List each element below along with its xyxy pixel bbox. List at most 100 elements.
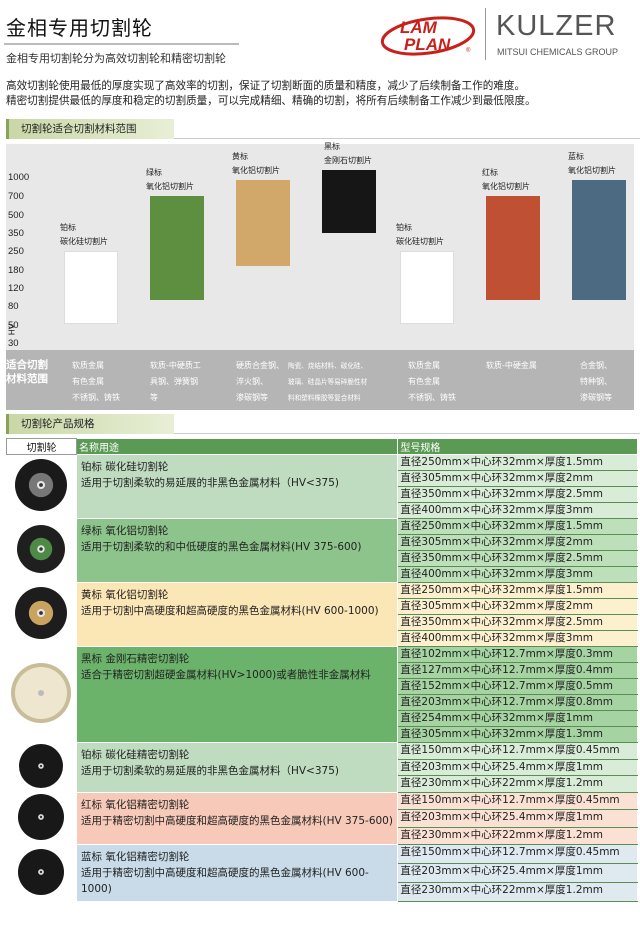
spec-size: 直径254mm×中心环32mm×厚度1mm: [397, 710, 638, 727]
spec-size: 直径203mm×中心环12.7mm×厚度0.8mm: [397, 694, 638, 711]
spec-size: 直径230mm×中心环22mm×厚度1.2mm: [397, 826, 638, 846]
table-row: 黄标 氧化铝切割轮 适用于切割中高硬度和超高硬度的黑色金属材料(HV 600-10…: [6, 582, 638, 647]
table-row: 直径203mm×中心环25.4mm×厚度1mm: [7, 863, 638, 883]
product-name: 蓝标 氧化铝精密切割轮: [80, 851, 190, 863]
y-tick-label: 500: [8, 210, 24, 221]
spec-size: 直径305mm×中心环32mm×厚度2mm: [397, 470, 638, 487]
chart-bar: [236, 180, 290, 266]
y-axis-title: HV: [7, 323, 17, 336]
section-header-line: [174, 414, 640, 434]
material-range-line: 合金钢、: [580, 361, 612, 370]
spec-size: 直径400mm×中心环32mm×厚度3mm: [397, 502, 638, 519]
chart-bar: [572, 180, 626, 300]
bar-label-line: 黑标: [324, 142, 340, 151]
spec-size: 直径350mm×中心环32mm×厚度2.5mm: [397, 550, 638, 567]
page-title: 金相专用切割轮: [6, 16, 153, 40]
spec-size: 直径350mm×中心环32mm×厚度2.5mm: [397, 614, 638, 631]
table-row: 直径305mm×中心环32mm×厚度2mm: [7, 534, 638, 551]
bar-label-line: 氧化铝切割片: [568, 166, 616, 175]
spec-size: 直径203mm×中心环25.4mm×厚度1mm: [397, 758, 638, 777]
spec-size: 直径350mm×中心环32mm×厚度2.5mm: [397, 486, 638, 503]
y-tick-label: 1000: [8, 172, 30, 183]
material-range: 软质-中硬质工 具钢、弹簧钢等: [150, 358, 201, 406]
bar-label: 铂标 碳化硅切割片: [396, 221, 444, 249]
section-header-range: 切割轮适合切割材料范围: [6, 119, 174, 139]
mitsui-tagline: MITSUI CHEMICALS GROUP: [497, 47, 619, 57]
table-row: 直径230mm×中心环22mm×厚度1.2mm: [7, 826, 638, 846]
bar-label-line: 氧化铝切割片: [146, 182, 194, 191]
col-header-spec: 型号规格: [397, 438, 638, 455]
wheel-image: [6, 582, 77, 647]
material-range-line: 特种钢、: [580, 377, 612, 386]
table-row: 蓝标 氧化铝精密切割轮 适用于精密切割中高硬度和超高硬度的黑色金属材料(HV 60…: [6, 844, 638, 902]
bar-label-line: 黄标: [232, 152, 248, 161]
material-range-line: 陶瓷、烧结材料、碳化硅、: [288, 362, 368, 370]
section-header-spec: 切割轮产品规格: [6, 414, 174, 434]
cutting-wheel-icon: [14, 459, 68, 515]
table-row: 直径152mm×中心环12.7mm×厚度0.5mm: [7, 678, 638, 695]
material-range: 陶瓷、烧结材料、碳化硅、 玻璃、硅晶片等易碎脆性材 料和塑料橡胶等复合材料: [288, 358, 367, 406]
section-header-line: [174, 119, 640, 139]
page-subtitle: 金相专用切割轮分为高效切割轮和精密切割轮: [6, 52, 226, 65]
table-row: 直径350mm×中心环32mm×厚度2.5mm: [7, 486, 638, 503]
logo-divider: [485, 8, 486, 60]
material-range-line: 有色金属: [408, 377, 440, 386]
material-range-line: 淬火钢、: [236, 377, 268, 386]
product-use: 适合于精密切割超硬金属材料(HV>1000)或者脆性非金属材料: [80, 669, 371, 681]
spec-size: 直径250mm×中心环32mm×厚度1.5mm: [397, 582, 638, 599]
material-range: 硬质合金钢、 淬火钢、 渗碳钢等: [236, 358, 284, 406]
lamplan-logo-bottom: PLAN: [404, 35, 451, 54]
spec-size: 直径230mm×中心环22mm×厚度1.2mm: [397, 775, 638, 793]
bar-label-line: 氧化铝切割片: [232, 166, 280, 175]
material-range-line: 渗碳钢等: [580, 393, 612, 402]
kulzer-logo: KULZER: [496, 10, 617, 42]
chart-bar: [64, 251, 118, 324]
material-range: 软质金属 有色金属 不锈钢、铸铁: [72, 358, 120, 406]
y-tick-label: 120: [8, 283, 24, 294]
col-header-wheel: 切割轮: [6, 438, 77, 455]
product-name: 黑标 金刚石精密切割轮: [80, 653, 190, 665]
lamplan-logo: LAM PLAN ®: [380, 16, 476, 56]
cutting-wheel-icon: [14, 587, 68, 643]
table-row: 直径203mm×中心环25.4mm×厚度1mm: [7, 758, 638, 777]
spec-size: 直径400mm×中心环32mm×厚度3mm: [397, 630, 638, 647]
bar-label: 黄标 氧化铝切割片: [232, 150, 280, 178]
y-tick-label: 180: [8, 265, 24, 276]
wheel-image: [6, 646, 77, 743]
material-range: 软质金属 有色金属 不锈钢、铸铁: [408, 358, 456, 406]
bar-label-line: 氧化铝切割片: [482, 182, 530, 191]
bar-label-line: 绿标: [146, 168, 162, 177]
wheel-image: [6, 518, 77, 583]
bar-label: 绿标 氧化铝切割片: [146, 166, 194, 194]
bar-label: 红标 氧化铝切割片: [482, 166, 530, 194]
material-range-band: [6, 350, 634, 410]
table-row: 直径400mm×中心环32mm×厚度3mm: [7, 566, 638, 583]
bar-label-line: 铂标: [60, 223, 76, 232]
cutting-wheel-icon: [17, 848, 65, 899]
product-cell: 黑标 金刚石精密切割轮适合于精密切割超硬金属材料(HV>1000)或者脆性非金属…: [75, 646, 399, 743]
table-row: 直径305mm×中心环32mm×厚度1.3mm: [7, 726, 638, 743]
product-use: 适用于切割柔软的和中低硬度的黑色金属材料(HV 375-600): [80, 541, 362, 553]
spec-size: 直径127mm×中心环12.7mm×厚度0.4mm: [397, 662, 638, 679]
table-body: 铂标 碳化硅切割轮适用于切割柔软的易延展的非黑色金属材料（HV<375) 直径25…: [6, 454, 638, 902]
cutting-wheel-icon: [18, 744, 64, 792]
page-header: 金相专用切割轮 金相专用切割轮分为高效切割轮和精密切割轮 LAM PLAN ® …: [0, 0, 640, 70]
spec-size: 直径150mm×中心环12.7mm×厚度0.45mm: [397, 742, 638, 760]
intro-line-1: 高效切割轮使用最低的厚度实现了高效率的切割，保证了切割断面的质量和精度，减少了后…: [6, 80, 526, 92]
spec-size: 直径250mm×中心环32mm×厚度1.5mm: [397, 518, 638, 535]
wheel-image: [6, 792, 77, 845]
product-use: 适用于切割柔软的易延展的非黑色金属材料（HV<375): [80, 765, 339, 777]
table-header-row: 切割轮 名称用途 型号规格: [6, 438, 638, 455]
spec-size: 直径150mm×中心环12.7mm×厚度0.45mm: [397, 844, 638, 864]
material-range: 合金钢、特种钢、渗碳钢等: [580, 358, 612, 406]
product-cell: 绿标 氧化铝切割轮 适用于切割柔软的和中低硬度的黑色金属材料(HV 375-600…: [75, 518, 399, 583]
material-range-line: 不锈钢、铸铁: [72, 393, 120, 402]
table-row: 直径230mm×中心环22mm×厚度1.2mm: [7, 882, 638, 902]
product-cell: 铂标 碳化硅精密切割轮 适用于切割柔软的易延展的非黑色金属材料（HV<375): [75, 742, 399, 793]
intro-line-2: 精密切割提供最低的厚度和稳定的切割质量，可以完成精细、精确的切割，将所有后续制备…: [6, 95, 536, 107]
table-row: 直径350mm×中心环32mm×厚度2.5mm: [7, 550, 638, 567]
product-name: 铂标 碳化硅切割轮: [80, 461, 169, 473]
material-range-line: 硬质合金钢、: [236, 361, 284, 370]
product-cell: 红标 氧化铝精密切割轮 适用于精密切割中高硬度和超高硬度的黑色金属材料(HV 37…: [75, 792, 399, 845]
product-cell: 蓝标 氧化铝精密切割轮 适用于精密切割中高硬度和超高硬度的黑色金属材料(HV 60…: [75, 844, 399, 902]
